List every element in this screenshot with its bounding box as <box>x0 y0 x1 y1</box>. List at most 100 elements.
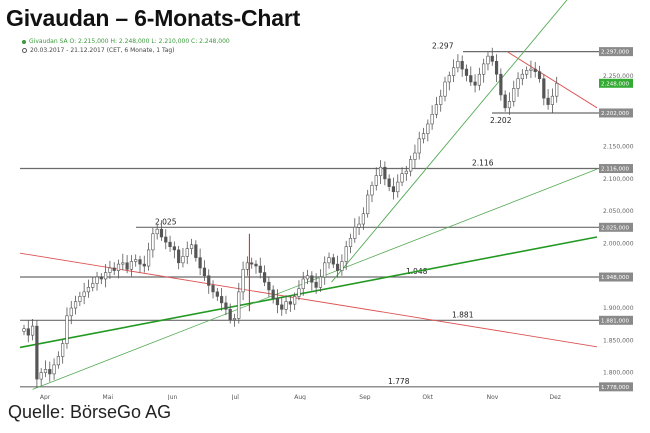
candle-body <box>61 343 65 357</box>
candle-body <box>129 261 134 270</box>
candle-body <box>430 113 434 125</box>
candle-body <box>293 296 297 305</box>
level-axis-box <box>599 382 633 392</box>
candle-body <box>250 262 254 265</box>
y-tick-label: 2.250,000 <box>603 73 634 80</box>
level-axis-label: 1.948,000 <box>601 275 629 281</box>
candle-body <box>104 272 108 280</box>
x-tick-label: Sep <box>359 394 371 400</box>
y-tick-label: 2.000,000 <box>603 240 634 247</box>
candle-body <box>464 68 469 76</box>
trend-line <box>32 168 598 390</box>
candle-body <box>503 94 507 109</box>
candle-body <box>477 73 481 86</box>
level-axis-box <box>599 272 633 282</box>
level-axis-box <box>599 222 633 232</box>
level-text: 1.778 <box>388 377 410 386</box>
candle-body <box>512 88 516 102</box>
candle-body <box>224 302 228 310</box>
y-tick-label: 1.850,000 <box>603 337 634 344</box>
candle-body <box>529 68 533 71</box>
candle-body <box>400 173 404 183</box>
level-text: 2.202 <box>490 116 512 125</box>
x-tick-label: Aug <box>294 394 306 400</box>
candle-body <box>134 259 138 262</box>
source-credit: Quelle: BörseGo AG <box>8 402 172 422</box>
y-tick-label: 1.800,000 <box>603 370 634 377</box>
candle-body <box>447 75 451 83</box>
candle-body <box>348 237 353 247</box>
x-tick-label: Nov <box>487 394 499 400</box>
candle-body <box>52 364 56 375</box>
candle-body <box>366 194 370 215</box>
candle-body <box>99 276 103 280</box>
candle-body <box>35 325 39 380</box>
candle-body <box>305 275 310 280</box>
candle-body <box>340 261 344 271</box>
price-chart: Apr Mai Jun Jul Aug Sep Okt Nov Dez 2.150,000 2.10… <box>19 0 634 400</box>
candle-body <box>138 259 142 265</box>
candle-body <box>361 213 365 225</box>
candle-body <box>194 244 198 258</box>
candle-body <box>125 262 129 270</box>
level-text: 2.116 <box>472 159 494 168</box>
candle-body <box>396 181 400 193</box>
trend-line <box>19 236 598 349</box>
candle-body <box>542 78 546 99</box>
trend-line <box>331 0 568 283</box>
candle-body <box>232 318 237 320</box>
candle-body <box>48 369 52 375</box>
candle-body <box>271 289 275 299</box>
candle-body <box>172 246 176 251</box>
candle-body <box>39 372 43 380</box>
candle-body <box>520 73 524 80</box>
level-text: 2.025 <box>155 217 177 226</box>
candle-body <box>550 95 555 105</box>
chart-title: Givaudan – 6-Monats-Chart <box>6 5 301 31</box>
candle-body <box>142 263 146 267</box>
candle-body <box>443 81 447 97</box>
candle-body <box>151 233 155 251</box>
level-axis-label: 2.116,000 <box>601 167 629 173</box>
candle-body <box>525 70 529 75</box>
candle-body <box>168 241 172 247</box>
candle-body <box>108 267 112 273</box>
candle-body <box>297 288 301 297</box>
x-tick-label: Dez <box>549 394 560 400</box>
candle-body <box>318 276 323 288</box>
candle-body <box>456 61 460 69</box>
candle-body <box>121 262 125 265</box>
level-axis-box <box>599 315 633 325</box>
candle-body <box>202 267 207 277</box>
candle-body <box>288 301 292 305</box>
candle-body <box>181 256 185 264</box>
level-axis-label: 1.778,000 <box>601 385 629 391</box>
candle-body <box>215 291 219 297</box>
candle-body <box>336 263 340 271</box>
candle-body <box>267 281 271 291</box>
ohlc-text: Givaudan SA O: 2.215,000 H: 2.248,000 L:… <box>29 38 230 45</box>
candle-body <box>228 309 232 320</box>
candle-body <box>82 291 86 297</box>
candle-body <box>116 263 121 271</box>
candle-body <box>537 71 542 80</box>
candle-body <box>353 227 357 239</box>
candle-body <box>207 275 211 286</box>
level-axis-box <box>599 108 633 118</box>
x-tick-label: Jun <box>167 394 178 400</box>
candle-body <box>284 301 288 310</box>
candle-body <box>546 97 550 105</box>
candle-body <box>486 55 490 65</box>
candle-body <box>451 67 456 76</box>
candle-body <box>241 268 245 293</box>
candle-body <box>314 281 318 288</box>
trend-line <box>19 252 598 348</box>
range-text: 20.03.2017 - 21.12.2017 (CET, 6 Monate, … <box>30 47 175 54</box>
candle-body <box>211 285 215 293</box>
candle-body <box>344 246 348 262</box>
candle-body <box>43 369 48 373</box>
candle-body <box>409 159 413 172</box>
candle-body <box>370 185 374 196</box>
candle-body <box>22 328 26 332</box>
candle-body <box>185 248 189 257</box>
